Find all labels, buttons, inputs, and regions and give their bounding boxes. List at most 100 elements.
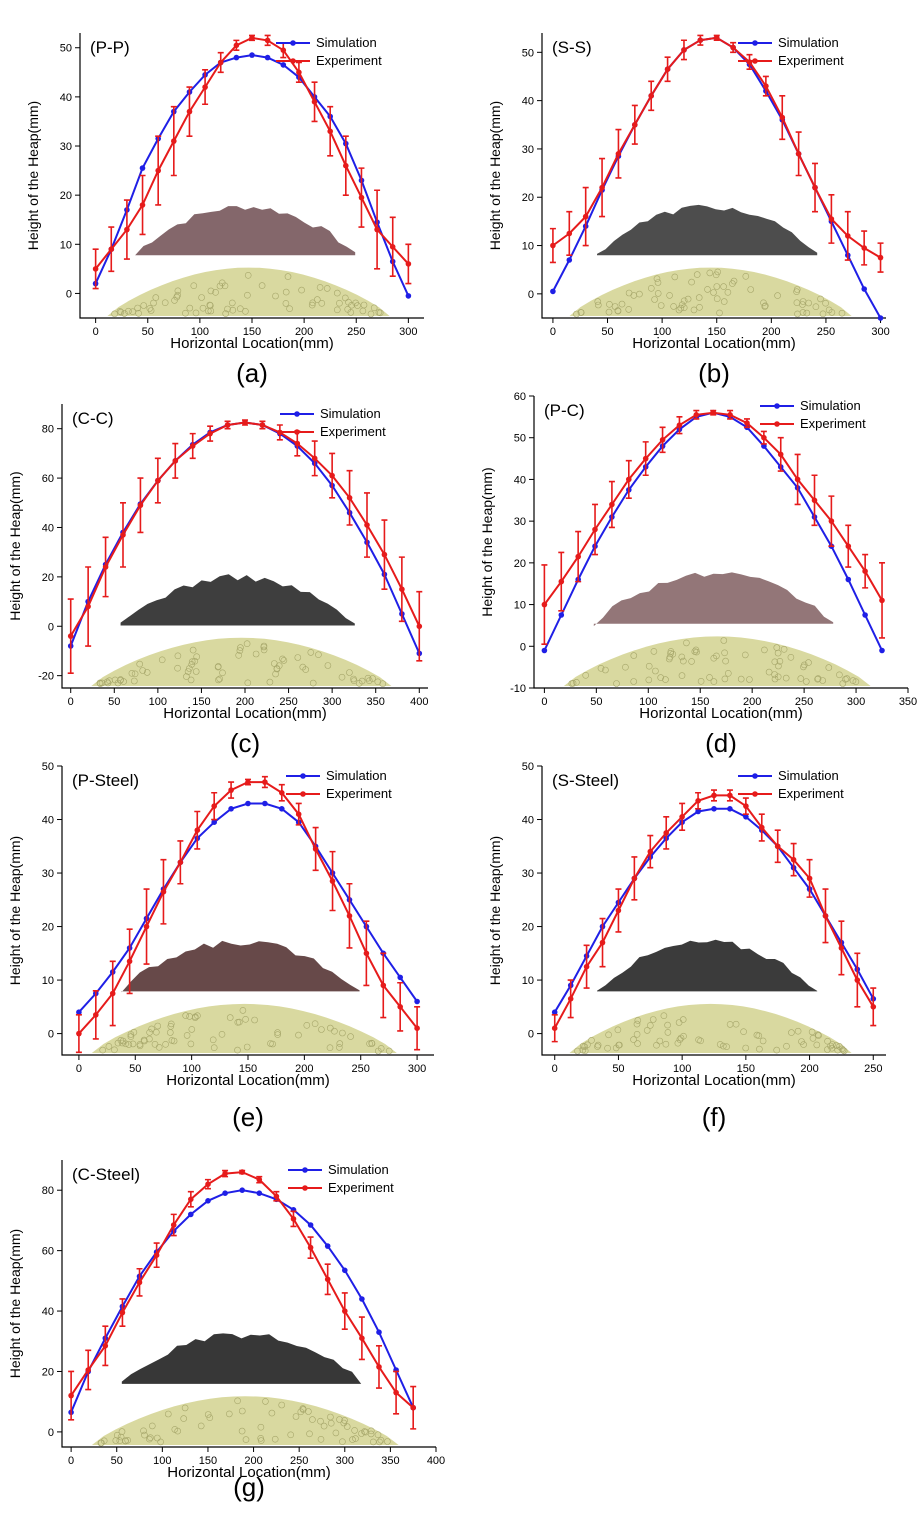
- x-tick-label: 50: [590, 696, 602, 708]
- data-point: [324, 1243, 331, 1249]
- data-point: [828, 518, 835, 524]
- data-point: [211, 803, 217, 809]
- y-axis-label: Height of the Heap(mm): [487, 836, 503, 985]
- data-point: [346, 913, 353, 919]
- data-point: [615, 907, 622, 914]
- x-tick-label: 200: [244, 1455, 262, 1467]
- y-tick-label: 0: [528, 1029, 534, 1041]
- data-point: [632, 122, 638, 128]
- y-tick-label: 40: [522, 96, 534, 108]
- x-tick-label: 150: [708, 326, 726, 338]
- data-point: [744, 420, 750, 426]
- data-point: [136, 1279, 143, 1286]
- x-axis-label: Horizontal Location(mm): [170, 335, 333, 352]
- data-point: [790, 856, 797, 863]
- x-tick-label: 300: [847, 696, 865, 708]
- data-point: [68, 1392, 74, 1399]
- data-point: [380, 982, 387, 989]
- data-point: [414, 998, 420, 1005]
- legend-entry: Simulation: [778, 35, 839, 50]
- legend: Simulation Experiment: [760, 398, 866, 431]
- y-tick-label: 10: [522, 241, 534, 253]
- data-point: [399, 586, 405, 592]
- legend-entry: Experiment: [320, 424, 386, 439]
- legend-entry: Experiment: [778, 53, 844, 68]
- simulation-heap-render: [569, 1003, 852, 1055]
- series-experiment: [551, 789, 877, 1043]
- y-tick-label: 80: [42, 424, 54, 436]
- data-point: [329, 472, 335, 479]
- data-point: [177, 859, 184, 866]
- y-tick-label: 20: [42, 1366, 54, 1378]
- x-tick-label: 200: [295, 326, 313, 338]
- panel-label: (C-Steel): [72, 1165, 140, 1184]
- data-point: [228, 806, 234, 812]
- axes-frame: [541, 766, 886, 1056]
- axes-frame: [61, 766, 434, 1056]
- y-tick-label: 0: [528, 289, 534, 301]
- x-tick-label: 200: [236, 696, 254, 708]
- x-tick-label: 250: [347, 326, 365, 338]
- data-point: [575, 553, 581, 560]
- y-tick-label: 50: [522, 762, 534, 773]
- data-point: [727, 792, 733, 799]
- experiment-heap-photo: [121, 940, 360, 993]
- x-tick-label: 100: [653, 326, 671, 338]
- y-tick-label: 10: [60, 239, 72, 251]
- axes-frame: [61, 404, 428, 689]
- y-tick-label: 60: [42, 1246, 54, 1258]
- data-point: [126, 958, 133, 965]
- y-tick-label: 30: [522, 144, 534, 156]
- legend: Simulation Experiment: [738, 768, 844, 801]
- data-point: [294, 440, 301, 447]
- data-point: [67, 633, 74, 639]
- data-point: [695, 798, 701, 804]
- data-point: [374, 226, 380, 233]
- x-tick-label: 50: [111, 1455, 123, 1467]
- subfigure-label: (e): [232, 1102, 264, 1132]
- data-point: [307, 1222, 314, 1228]
- data-point: [609, 501, 615, 508]
- x-tick-label: 400: [410, 696, 428, 708]
- data-point: [143, 923, 150, 930]
- legend-entry: Experiment: [326, 786, 392, 801]
- data-point: [109, 990, 116, 997]
- experiment-heap-photo: [597, 939, 818, 992]
- data-point: [567, 996, 574, 1002]
- x-tick-label: 50: [612, 1063, 624, 1075]
- y-tick-label: 60: [42, 473, 54, 485]
- data-point: [592, 526, 598, 533]
- y-tick-label: 50: [60, 43, 72, 55]
- data-point: [727, 412, 733, 418]
- data-point: [877, 254, 884, 261]
- x-axis-label: Horizontal Location(mm): [632, 1072, 795, 1089]
- y-tick-label: 40: [522, 815, 534, 827]
- data-point: [290, 1216, 297, 1222]
- data-point: [599, 184, 605, 191]
- chart-panel-2: 0 50 100 150 200 250 300 350 400 -20 0 20 40 60 80 Hori…: [7, 404, 428, 758]
- panel-label: (S-S): [552, 38, 592, 57]
- data-point: [779, 114, 786, 121]
- subfigure-label: (a): [236, 358, 268, 388]
- subfigure-label: (c): [230, 728, 260, 758]
- data-point: [642, 455, 649, 462]
- data-point: [405, 261, 412, 267]
- series-experiment: [541, 409, 886, 645]
- data-point: [879, 647, 885, 654]
- chart-panel-1: 0 50 100 150 200 250 300 0 10 20 30 40 50 Horizontal …: [487, 33, 890, 388]
- y-tick-label: 20: [42, 922, 54, 934]
- data-point: [171, 138, 177, 144]
- data-point: [324, 1276, 331, 1283]
- data-point: [280, 62, 287, 68]
- y-tick-label: 20: [60, 190, 72, 202]
- panel-label: (P-C): [544, 401, 585, 420]
- y-tick-label: 0: [520, 641, 526, 653]
- experiment-heap-photo: [121, 1333, 362, 1384]
- x-tick-label: 0: [93, 326, 99, 338]
- x-tick-label: 250: [352, 1063, 370, 1075]
- panel-label: (P-P): [90, 38, 130, 57]
- data-point: [761, 434, 767, 441]
- simulation-heap-render: [91, 1003, 397, 1055]
- data-point: [108, 246, 115, 252]
- x-tick-label: 100: [149, 696, 167, 708]
